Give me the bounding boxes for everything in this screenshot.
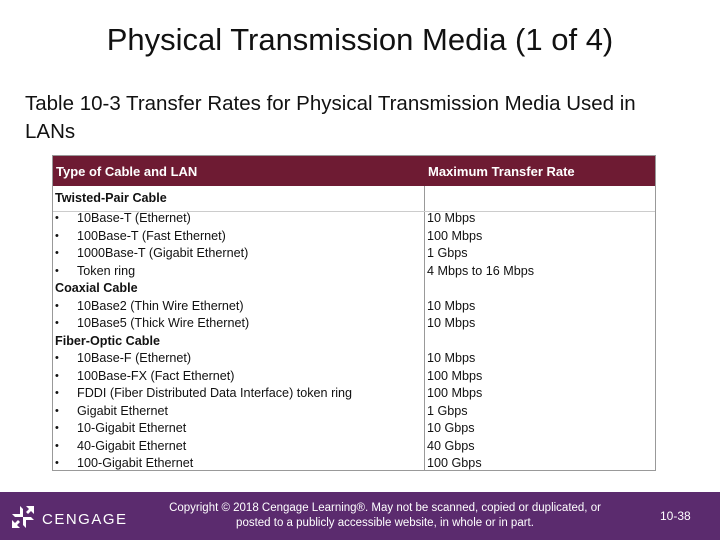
bullet: • xyxy=(55,387,59,399)
cable-type: 10-Gigabit Ethernet xyxy=(77,421,187,435)
bullet: • xyxy=(55,352,59,364)
transfer-rate: 1 Gbps xyxy=(427,246,468,260)
column-header: Maximum Transfer Rate xyxy=(428,164,575,179)
cable-type: 40-Gigabit Ethernet xyxy=(77,438,187,453)
cable-type: 100Base-T (Fast Ethernet) xyxy=(77,228,226,243)
cable-type: Token ring xyxy=(77,263,136,278)
bullet: • xyxy=(55,212,59,224)
bullet: • xyxy=(55,439,59,452)
cable-type: 10Base-F (Ethernet) xyxy=(77,351,192,365)
section-heading: Twisted-Pair Cable xyxy=(55,191,167,205)
bullet: • xyxy=(55,247,59,259)
column-divider xyxy=(424,186,425,471)
cable-type: 10Base2 (Thin Wire Ethernet) xyxy=(77,298,244,313)
cable-type: 10Base-T (Ethernet) xyxy=(77,211,191,225)
cable-type: 10Base5 (Thick Wire Ethernet) xyxy=(77,316,250,330)
bullet: • xyxy=(55,457,59,469)
cable-type: 1000Base-T (Gigabit Ethernet) xyxy=(77,246,249,260)
transfer-rate: 40 Gbps xyxy=(427,438,475,453)
cable-type: 100Base-FX (Fact Ethernet) xyxy=(77,368,235,383)
copyright: Copyright © 2018 Cengage Learning®. May … xyxy=(169,502,601,529)
bullet: • xyxy=(55,404,59,417)
slide-title: Physical Transmission Media (1 of 4) xyxy=(106,22,614,57)
row-separator xyxy=(53,211,655,212)
transfer-rate: 100 Mbps xyxy=(427,228,483,243)
column-header: Type of Cable and LAN xyxy=(56,164,198,179)
transfer-rate: 100 Mbps xyxy=(427,386,483,400)
transfer-rate: 4 Mbps to 16 Mbps xyxy=(427,263,535,278)
transfer-rate: 10 Mbps xyxy=(427,351,476,365)
cable-type: Gigabit Ethernet xyxy=(77,403,169,418)
transfer-rate: 10 Gbps xyxy=(427,421,475,435)
footer: CENGAGE Copyright © 2018 Cengage Learnin… xyxy=(0,492,720,540)
bullet: • xyxy=(55,369,59,382)
transfer-rate: 10 Mbps xyxy=(427,298,476,313)
page-number: 10-38 xyxy=(660,509,691,523)
table-caption: Table 10-3 Transfer Rates for Physical T… xyxy=(25,92,636,143)
transfer-rate: 1 Gbps xyxy=(427,403,468,418)
logo-icon xyxy=(12,506,34,528)
table: Type of Cable and LAN Maximum Transfer R… xyxy=(52,155,656,471)
section-heading: Fiber-Optic Cable xyxy=(55,333,160,348)
transfer-rate: 100 Gbps xyxy=(427,456,482,470)
cable-type: FDDI (Fiber Distributed Data Interface) … xyxy=(77,386,353,400)
bullet: • xyxy=(55,422,59,434)
cable-type: 100-Gigabit Ethernet xyxy=(77,456,194,470)
transfer-rate: 10 Mbps xyxy=(427,316,476,330)
bullet: • xyxy=(55,317,59,329)
brand: CENGAGE xyxy=(42,511,128,528)
table-header: Type of Cable and LAN Maximum Transfer R… xyxy=(53,156,655,186)
bullet: • xyxy=(55,299,59,312)
transfer-rate: 100 Mbps xyxy=(427,368,483,383)
section-heading: Coaxial Cable xyxy=(55,281,138,295)
bullet: • xyxy=(55,229,59,242)
bullet: • xyxy=(55,264,59,277)
transfer-rate: 10 Mbps xyxy=(427,211,476,225)
